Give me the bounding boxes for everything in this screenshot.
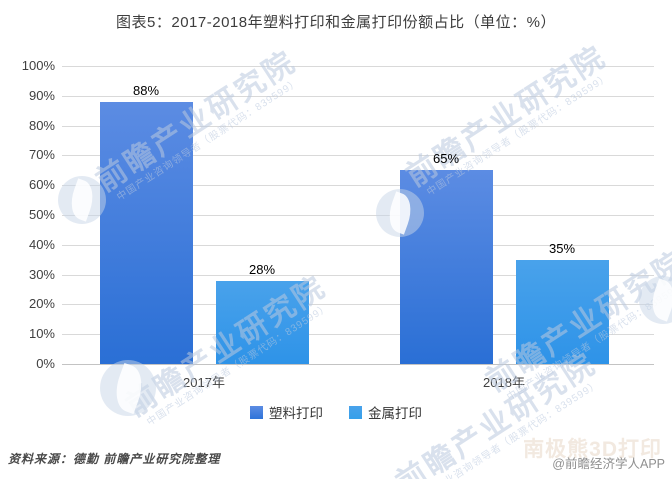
legend-label: 塑料打印 [269, 406, 323, 421]
gridline [62, 95, 654, 97]
gridline [62, 125, 654, 127]
legend-swatch-icon [250, 405, 263, 419]
gridline [62, 66, 654, 67]
data-label: 88% [132, 82, 160, 98]
source-note: 资料来源：德勤 前瞻产业研究院整理 [8, 452, 221, 466]
y-axis-tick-label: 10% [28, 326, 55, 342]
gridline [62, 244, 654, 246]
y-axis-tick-label: 90% [28, 87, 55, 103]
x-axis-category-label: 2018年 [483, 375, 525, 390]
bar-金属打印-2018年 [515, 259, 609, 364]
legend-item-塑料打印: 塑料打印 [250, 402, 323, 422]
legend: 塑料打印 金属打印 [0, 402, 672, 422]
gridline [62, 334, 654, 336]
y-axis-tick-label: 100% [21, 58, 55, 73]
y-axis-tick-label: 70% [28, 147, 55, 163]
gridline [62, 304, 654, 306]
gridline [62, 185, 654, 187]
credit-text: @前瞻经济学人APP [552, 457, 665, 471]
bar-塑料打印-2018年 [399, 170, 493, 364]
gridline [62, 364, 654, 365]
data-label: 35% [548, 240, 576, 256]
y-axis-tick-label: 50% [28, 207, 55, 222]
bottom-right-watermark-text: 南极熊3D打印 [523, 438, 662, 461]
data-label: 65% [432, 151, 460, 167]
brand-logo-icon [639, 276, 672, 324]
gridline [62, 274, 654, 276]
y-axis-tick-label: 40% [28, 236, 55, 252]
y-axis-tick-label: 80% [28, 117, 55, 133]
y-axis-tick-label: 0% [36, 356, 55, 371]
chart-title: 图表5：2017-2018年塑料打印和金属打印份额占比（单位：%） [116, 14, 556, 31]
bar-塑料打印-2017年 [99, 101, 193, 364]
data-label: 28% [248, 261, 276, 277]
gridline [62, 155, 654, 157]
bar-金属打印-2017年 [215, 280, 309, 364]
y-axis-tick-label: 60% [28, 177, 55, 193]
y-axis-tick-label: 30% [28, 266, 55, 282]
x-axis-category-label: 2017年 [183, 375, 225, 390]
legend-swatch-icon [349, 405, 362, 419]
legend-label: 金属打印 [368, 406, 422, 421]
gridline [62, 215, 654, 216]
legend-item-金属打印: 金属打印 [349, 402, 422, 422]
y-axis-tick-label: 20% [28, 296, 55, 312]
